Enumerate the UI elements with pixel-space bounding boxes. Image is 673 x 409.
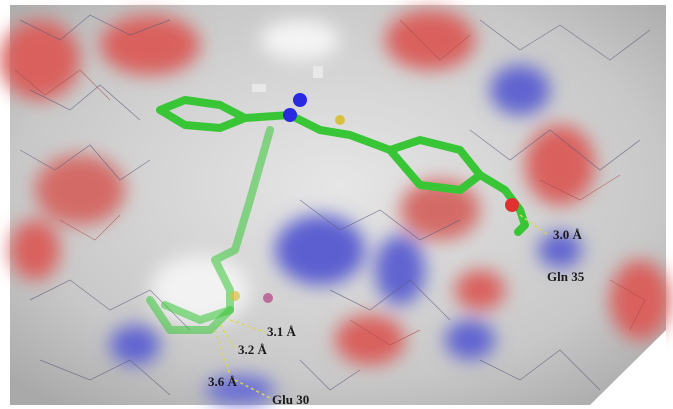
residue-label: Gln 35	[547, 269, 585, 284]
sulfur-atom	[335, 115, 345, 125]
distance-label: 3.6 Å	[208, 374, 238, 389]
atom	[263, 293, 273, 303]
oxygen-atom	[505, 198, 519, 212]
distance-label: 3.1 Å	[267, 324, 297, 339]
nitrogen-atom	[283, 108, 297, 122]
sulfur-atom	[230, 291, 240, 301]
residue-label: Glu 30	[272, 392, 309, 407]
docking-view: 3.0 Å Gln 35 3.1 Å 3.2 Å 3.6 Å Glu 30	[0, 0, 673, 409]
hydrogen-atom	[252, 84, 266, 92]
protein-surface	[0, 5, 670, 405]
distance-label: 3.2 Å	[238, 342, 268, 357]
distance-label: 3.0 Å	[553, 227, 583, 242]
hydrogen-atom	[313, 66, 323, 78]
nitrogen-atom	[293, 93, 307, 107]
